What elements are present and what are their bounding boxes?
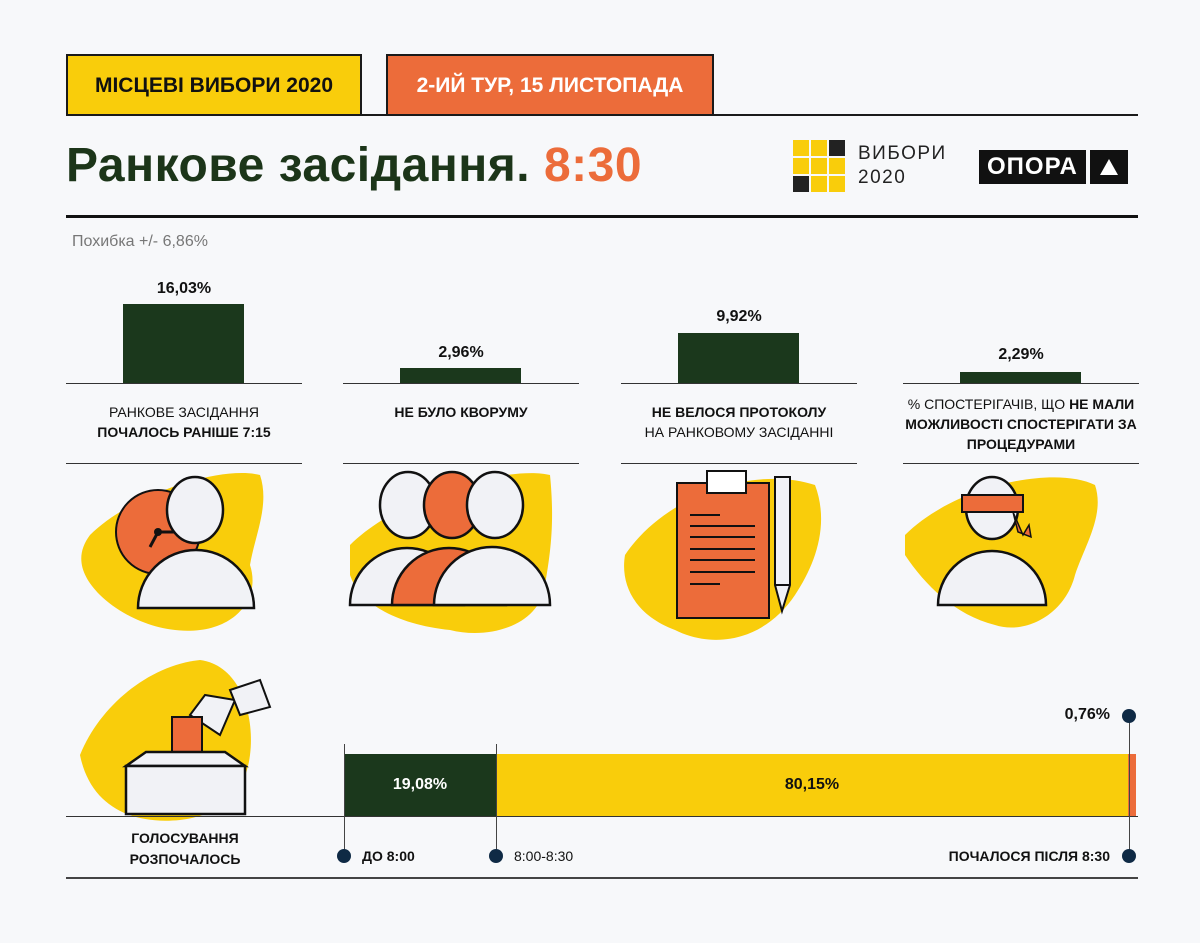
indicator-bar <box>123 304 244 383</box>
divider <box>66 463 302 464</box>
bottom-divider <box>66 877 1138 879</box>
tick-dot <box>489 849 503 863</box>
indicator-bar <box>400 368 521 383</box>
clock-person-icon <box>81 473 264 631</box>
baseline <box>66 383 302 384</box>
logo-line2: 2020 <box>858 167 907 188</box>
segment-before-8: 19,08% <box>344 754 496 816</box>
label-bold: НЕ МАЛИ МОЖЛИВОСТІ СПОСТЕРІГАТИ ЗА ПРОЦЕ… <box>905 396 1137 452</box>
opora-logo: ОПОРА <box>979 150 1128 184</box>
indicator-label: НЕ ВЕЛОСЯ ПРОТОКОЛУ НА РАНКОВОМУ ЗАСІДАН… <box>611 402 867 442</box>
label-regular: РАНКОВЕ ЗАСІДАННЯ <box>109 404 259 420</box>
indicator-value: 2,29% <box>998 346 1044 363</box>
label-bold: ПОЧАЛОСЬ РАНІШЕ 7:15 <box>97 424 271 440</box>
tick-dot <box>1122 709 1136 723</box>
tick-dot <box>337 849 351 863</box>
tick-line <box>344 744 345 856</box>
indicator-label: % СПОСТЕРІГАЧІВ, ЩО НЕ МАЛИ МОЖЛИВОСТІ С… <box>893 394 1149 454</box>
baseline <box>621 383 857 384</box>
indicator-value: 9,92% <box>716 308 762 325</box>
blindfolded-person-icon <box>905 475 1098 628</box>
tick-label-before-8: ДО 8:00 <box>362 848 415 864</box>
baseline <box>903 383 1139 384</box>
segment-8-to-830: 80,15% <box>496 754 1128 816</box>
tick-line <box>1129 716 1130 856</box>
indicator-value: 2,96% <box>438 344 484 361</box>
vybory-logo-icon <box>792 139 846 193</box>
indicator-bar <box>678 333 799 383</box>
title-time: 8:30 <box>543 139 643 192</box>
opora-name: ОПОРА <box>979 150 1086 184</box>
divider <box>621 463 857 464</box>
title-text: Ранкове засідання. <box>66 139 544 192</box>
stacked-baseline <box>66 816 1138 817</box>
logo-line1: ВИБОРИ <box>858 143 947 164</box>
page-title: Ранкове засідання. 8:30 <box>66 138 642 193</box>
ballot-box-icon <box>80 660 272 821</box>
clipboard-pen-icon <box>624 470 822 640</box>
indicator-label: РАНКОВЕ ЗАСІДАННЯ ПОЧАЛОСЬ РАНІШЕ 7:15 <box>56 402 312 442</box>
voting-start-label: ГОЛОСУВАННЯ РОЗПОЧАЛОСЬ <box>129 830 241 867</box>
value-after-830: 0,76% <box>1064 706 1110 723</box>
group-icon <box>348 470 553 633</box>
divider <box>343 463 579 464</box>
tick-dot <box>1122 849 1136 863</box>
indicator-label: НЕ БУЛО КВОРУМУ <box>333 402 589 422</box>
tick-label-after-830: ПОЧАЛОСЯ ПІСЛЯ 8:30 <box>948 848 1110 864</box>
header-divider <box>66 114 1138 116</box>
margin-of-error: Похибка +/- 6,86% <box>72 233 208 250</box>
tick-line <box>496 744 497 856</box>
divider <box>903 463 1139 464</box>
label-bold: НЕ БУЛО КВОРУМУ <box>394 404 528 420</box>
round-tag: 2-ИЙ ТУР, 15 ЛИСТОПАДА <box>386 54 714 116</box>
label-bold: НЕ ВЕЛОСЯ ПРОТОКОЛУ <box>651 404 827 420</box>
vybory-logo-text: ВИБОРИ 2020 <box>858 142 947 190</box>
indicator-value: 16,03% <box>156 280 212 297</box>
label-regular: НА РАНКОВОМУ ЗАСІДАННІ <box>644 424 834 440</box>
title-divider <box>66 215 1138 218</box>
election-tag: МІСЦЕВІ ВИБОРИ 2020 <box>66 54 362 116</box>
triangle-icon <box>1089 150 1128 184</box>
baseline <box>343 383 579 384</box>
tick-label-8-830: 8:00-8:30 <box>514 848 574 864</box>
segment-after-830 <box>1128 754 1136 816</box>
label-regular: % СПОСТЕРІГАЧІВ, ЩО <box>907 396 1066 412</box>
indicator-bar <box>960 372 1081 383</box>
